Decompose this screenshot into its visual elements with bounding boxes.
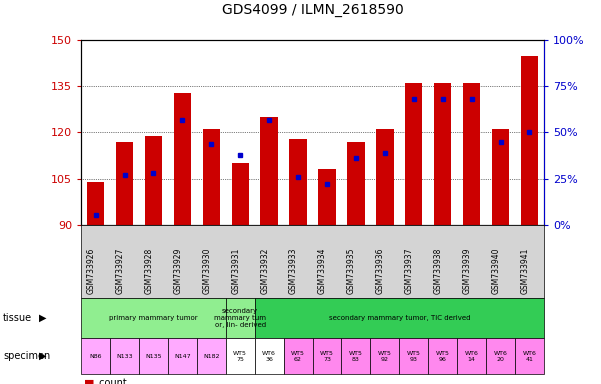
- Text: WT5
96: WT5 96: [436, 351, 450, 362]
- Text: GSM733930: GSM733930: [203, 247, 212, 294]
- Text: WT6
20: WT6 20: [493, 351, 507, 362]
- Text: WT6
41: WT6 41: [522, 351, 536, 362]
- Text: WT5
62: WT5 62: [291, 351, 305, 362]
- Text: secondary mammary tumor, TIC derived: secondary mammary tumor, TIC derived: [329, 315, 470, 321]
- Text: primary mammary tumor: primary mammary tumor: [109, 315, 198, 321]
- Text: GDS4099 / ILMN_2618590: GDS4099 / ILMN_2618590: [222, 3, 403, 17]
- Text: GSM733939: GSM733939: [463, 247, 472, 294]
- Bar: [116, 142, 133, 225]
- Text: WT5
92: WT5 92: [378, 351, 392, 362]
- Bar: [260, 117, 278, 225]
- Text: N86: N86: [90, 354, 102, 359]
- Text: secondary
mammary tum
or, lin- derived: secondary mammary tum or, lin- derived: [214, 308, 266, 328]
- Text: GSM733928: GSM733928: [144, 248, 153, 294]
- Text: N135: N135: [145, 354, 162, 359]
- Text: GSM733937: GSM733937: [404, 247, 413, 294]
- Text: GSM733927: GSM733927: [115, 247, 124, 294]
- Text: GSM733940: GSM733940: [492, 247, 501, 294]
- Bar: [405, 83, 423, 225]
- Text: tissue: tissue: [3, 313, 32, 323]
- Text: GSM733934: GSM733934: [318, 247, 327, 294]
- Text: ▶: ▶: [39, 313, 46, 323]
- Bar: [347, 142, 365, 225]
- Bar: [174, 93, 191, 225]
- Text: ▶: ▶: [39, 351, 46, 361]
- Text: WT5
83: WT5 83: [349, 351, 363, 362]
- Bar: [203, 129, 220, 225]
- Text: count: count: [96, 378, 127, 384]
- Text: WT5
73: WT5 73: [320, 351, 334, 362]
- Text: GSM733938: GSM733938: [434, 247, 443, 294]
- Text: specimen: specimen: [3, 351, 50, 361]
- Bar: [520, 56, 538, 225]
- Bar: [434, 83, 451, 225]
- Text: GSM733933: GSM733933: [289, 247, 298, 294]
- Text: WT6
36: WT6 36: [262, 351, 276, 362]
- Text: GSM733926: GSM733926: [87, 247, 96, 294]
- Text: N147: N147: [174, 354, 191, 359]
- Text: GSM733931: GSM733931: [231, 247, 240, 294]
- Text: ■: ■: [84, 378, 94, 384]
- Text: GSM733941: GSM733941: [520, 247, 529, 294]
- Bar: [463, 83, 480, 225]
- Bar: [231, 163, 249, 225]
- Bar: [289, 139, 307, 225]
- Text: WT6
14: WT6 14: [465, 351, 478, 362]
- Bar: [319, 169, 335, 225]
- Text: WT5
93: WT5 93: [407, 351, 421, 362]
- Text: WT5
75: WT5 75: [233, 351, 247, 362]
- Text: GSM733932: GSM733932: [260, 247, 269, 294]
- Bar: [492, 129, 509, 225]
- Text: GSM733936: GSM733936: [376, 247, 385, 294]
- Bar: [87, 182, 105, 225]
- Text: GSM733935: GSM733935: [347, 247, 356, 294]
- Text: GSM733929: GSM733929: [173, 247, 182, 294]
- Text: N133: N133: [116, 354, 133, 359]
- Text: N182: N182: [203, 354, 219, 359]
- Bar: [145, 136, 162, 225]
- Bar: [376, 129, 394, 225]
